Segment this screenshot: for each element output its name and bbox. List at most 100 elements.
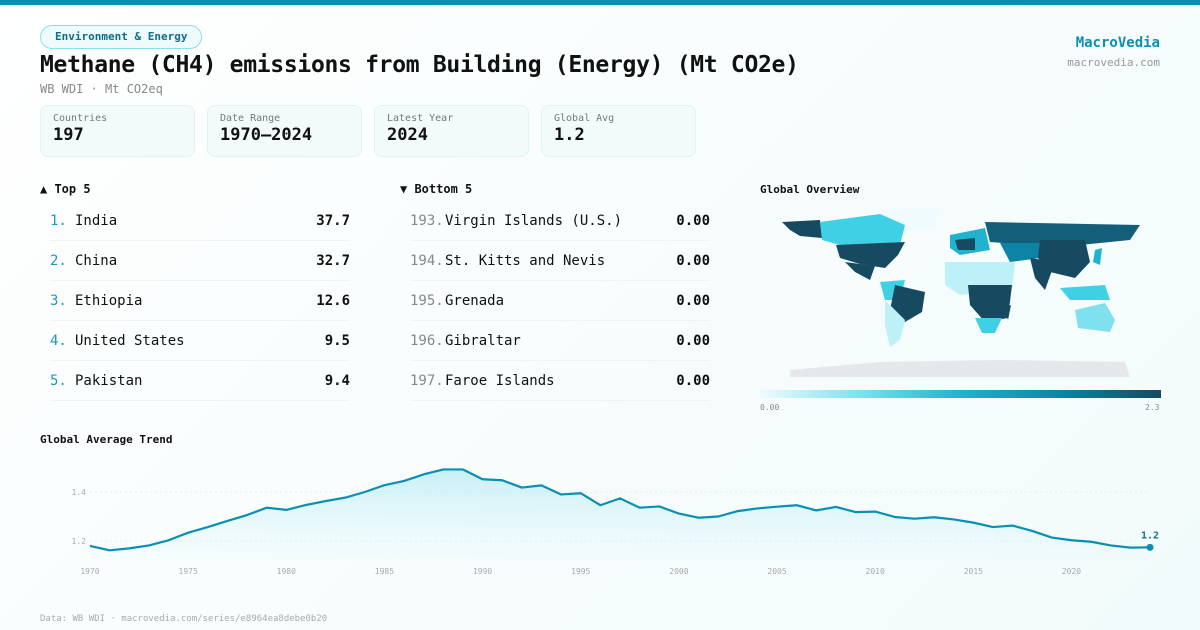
- map-antarctica: [790, 360, 1130, 377]
- legend-min: 0.00: [760, 403, 780, 412]
- map-color-legend: [760, 390, 1161, 398]
- stat-card-global-avg: Global Avg 1.2: [541, 105, 696, 157]
- map-heading: Global Overview: [760, 183, 860, 196]
- stat-value: 197: [53, 125, 84, 145]
- stat-label: Countries: [53, 113, 108, 124]
- country-value: 0.00: [676, 252, 710, 269]
- bottom-5-heading: ▼ Bottom 5: [400, 182, 473, 196]
- brand-logo: MacroVedia: [1075, 35, 1160, 51]
- top-list-item: 4. United States 9.5: [50, 321, 350, 361]
- map-alaska: [782, 220, 822, 238]
- stat-card-date-range: Date Range 1970–2024: [207, 105, 362, 157]
- rank: 5.: [50, 372, 67, 389]
- bottom-list-item: 193. Virgin Islands (U.S.) 0.00: [410, 201, 710, 241]
- stat-card-countries: Countries 197: [40, 105, 195, 157]
- trend-area: [90, 469, 1150, 560]
- x-tick-label: 2000: [669, 567, 688, 576]
- country-value: 32.7: [316, 252, 350, 269]
- stat-label: Latest Year: [387, 113, 454, 124]
- country-name: Ethiopia: [75, 292, 143, 309]
- top-accent-bar: [0, 0, 1200, 5]
- country-name: Grenada: [445, 292, 505, 309]
- map-south-america-south: [885, 300, 905, 347]
- stat-card-latest-year: Latest Year 2024: [374, 105, 529, 157]
- y-tick-label: 1.2: [72, 537, 87, 546]
- legend-max: 2.3: [1145, 403, 1160, 412]
- country-value: 9.4: [324, 372, 350, 389]
- top-list-item: 5. Pakistan 9.4: [50, 361, 350, 401]
- country-name: Virgin Islands (U.S.): [445, 212, 623, 229]
- rank: 195.: [410, 292, 444, 309]
- world-map: [782, 208, 1140, 377]
- country-name: India: [75, 212, 118, 229]
- country-name: Faroe Islands: [445, 372, 555, 389]
- x-tick-label: 1990: [473, 567, 492, 576]
- stat-value: 1.2: [554, 125, 585, 145]
- x-tick-label: 1975: [179, 567, 198, 576]
- top-list-item: 3. Ethiopia 12.6: [50, 281, 350, 321]
- country-value: 0.00: [676, 332, 710, 349]
- x-tick-label: 1970: [80, 567, 99, 576]
- map-south-africa: [975, 318, 1002, 333]
- rank: 2.: [50, 252, 67, 269]
- map-europe-core: [955, 238, 975, 250]
- country-name: United States: [75, 332, 185, 349]
- country-name: China: [75, 252, 118, 269]
- category-badge: Environment & Energy: [40, 25, 203, 49]
- country-value: 0.00: [676, 292, 710, 309]
- last-value-label: 1.2: [1141, 530, 1159, 541]
- map-india: [1030, 258, 1055, 290]
- top-list-item: 1. India 37.7: [50, 201, 350, 241]
- rank: 197.: [410, 372, 444, 389]
- x-tick-label: 1980: [277, 567, 296, 576]
- map-brazil: [890, 285, 925, 322]
- top-list-item: 2. China 32.7: [50, 241, 350, 281]
- x-tick-label: 1995: [571, 567, 590, 576]
- map-greenland: [880, 208, 940, 232]
- page-title: Methane (CH4) emissions from Building (E…: [40, 52, 799, 78]
- stat-label: Global Avg: [554, 113, 615, 124]
- bottom-list-item: 195. Grenada 0.00: [410, 281, 710, 321]
- map-japan: [1093, 248, 1102, 265]
- stat-value: 1970–2024: [220, 125, 313, 145]
- map-central-africa: [968, 285, 1012, 322]
- country-value: 12.6: [316, 292, 350, 309]
- country-name: Pakistan: [75, 372, 143, 389]
- rank: 196.: [410, 332, 444, 349]
- map-canada: [820, 214, 905, 245]
- map-mexico: [845, 262, 875, 280]
- brand-url: macrovedia.com: [1067, 56, 1160, 69]
- map-usa: [836, 242, 905, 268]
- x-tick-label: 2005: [767, 567, 786, 576]
- map-russia: [985, 222, 1140, 245]
- rank: 193.: [410, 212, 444, 229]
- bottom-list-item: 197. Faroe Islands 0.00: [410, 361, 710, 401]
- rank: 4.: [50, 332, 67, 349]
- last-point-marker: [1146, 543, 1154, 551]
- y-tick-label: 1.4: [72, 488, 87, 497]
- country-name: Gibraltar: [445, 332, 521, 349]
- rank: 3.: [50, 292, 67, 309]
- top-5-heading: ▲ Top 5: [40, 182, 91, 196]
- country-value: 0.00: [676, 212, 710, 229]
- country-value: 0.00: [676, 372, 710, 389]
- x-tick-label: 2010: [866, 567, 885, 576]
- x-tick-label: 2015: [964, 567, 983, 576]
- rank: 194.: [410, 252, 444, 269]
- map-se-asia: [1060, 285, 1110, 300]
- page-subtitle: WB WDI · Mt CO2eq: [40, 82, 163, 96]
- trend-line: [89, 468, 1151, 552]
- rank: 1.: [50, 212, 67, 229]
- trend-chart-title: Global Average Trend: [40, 433, 173, 446]
- country-value: 9.5: [324, 332, 350, 349]
- country-name: St. Kitts and Nevis: [445, 252, 606, 269]
- stat-label: Date Range: [220, 113, 281, 124]
- x-tick-label: 2020: [1062, 567, 1081, 576]
- bottom-list-item: 194. St. Kitts and Nevis 0.00: [410, 241, 710, 281]
- x-tick-label: 1985: [375, 567, 394, 576]
- map-madagascar: [1005, 305, 1011, 320]
- stat-value: 2024: [387, 125, 428, 145]
- footer-source: Data: WB WDI · macrovedia.com/series/e89…: [40, 614, 328, 624]
- country-value: 37.7: [316, 212, 350, 229]
